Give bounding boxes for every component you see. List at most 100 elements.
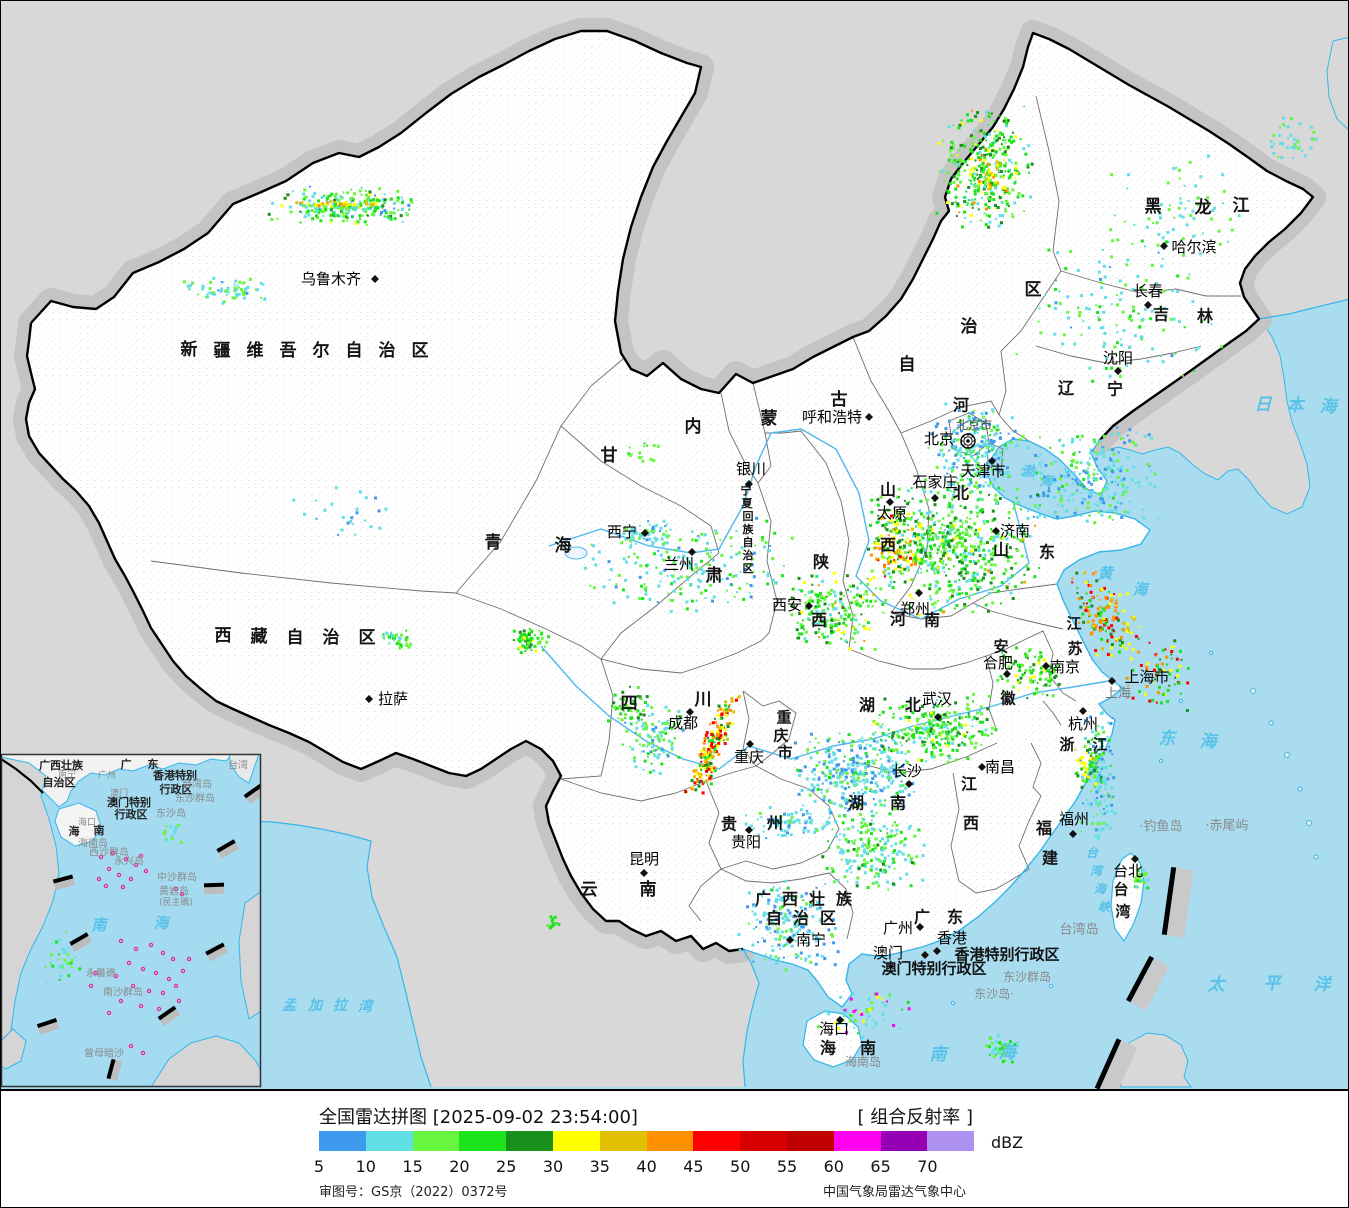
province-label-fujian: 福: [1035, 819, 1052, 838]
province-label-ningxia: 族: [743, 522, 755, 536]
island-label: ·赤尾屿: [1205, 819, 1248, 834]
province-label-hebei: 河: [953, 396, 969, 415]
reef-marker: [120, 884, 126, 890]
reef-marker: [143, 868, 149, 874]
legend-panel: 全国雷达拼图 [2025-09-02 23:54:00] [ 组合反射率 ] d…: [1, 1089, 1348, 1207]
reef-marker: [106, 1010, 112, 1016]
sea-label-taiwan-strait: 峡: [1098, 900, 1112, 914]
province-label-guangxi-line2: 治: [793, 909, 809, 928]
province-label-guangxi-line1: 广: [755, 890, 771, 909]
sea-label-taiwan-strait: 湾: [1090, 864, 1105, 878]
nine-dash-segment: [1094, 1038, 1138, 1089]
city-label: 昆明: [629, 850, 659, 868]
province-label-shaanxi: 陕: [813, 553, 829, 572]
province-label-hainan: 南: [860, 1039, 876, 1058]
city-marker: [836, 1016, 844, 1024]
inset-label: 南: [94, 823, 105, 837]
city-label: 杭州: [1068, 715, 1098, 733]
city-marker: [786, 936, 794, 944]
city-label: 贵阳: [731, 833, 761, 851]
reef-marker: [133, 862, 139, 868]
map-license-text: 审图号：GS京（2022）0372号: [319, 1185, 508, 1200]
inset-borneo: [150, 1035, 261, 1087]
city-marker: [1114, 367, 1122, 375]
inset-island-label: 广州: [98, 769, 116, 781]
city-label: 西安: [772, 596, 802, 614]
colorbar-block-65: [880, 1131, 928, 1151]
city-label: 银川: [736, 460, 766, 478]
nine-dash-segment: [1161, 866, 1194, 938]
province-label-chongqing: 重: [776, 708, 791, 726]
province-label-jilin: 林: [1197, 307, 1213, 326]
province-label-shandong: 东: [1039, 543, 1055, 562]
inset-island-label: 海南岛: [78, 837, 108, 850]
sea-label-bohai: 海: [1039, 474, 1054, 490]
province-label-zhejiang: 浙: [1059, 735, 1074, 753]
sea-label-bay-of-bengal: 湾: [358, 998, 375, 1015]
city-marker: [988, 457, 996, 465]
province-label-guizhou: 贵: [721, 815, 737, 834]
province-label-neimenggu: 区: [1025, 280, 1042, 300]
city-marker: [915, 589, 923, 597]
city-marker: [641, 529, 649, 537]
city-marker: [905, 780, 913, 788]
inset-island-label: 海口: [78, 816, 96, 828]
province-label-hebei: 北: [953, 484, 969, 503]
reef-marker: [118, 998, 124, 1004]
province-label-jiangxi: 西: [963, 814, 979, 833]
reef-marker: [88, 983, 94, 989]
capital-icon-beijing: [960, 433, 976, 449]
inset-dash-segment: [203, 882, 225, 895]
sea-label-bay-of-bengal: 孟: [282, 998, 297, 1014]
colorbar-block-10: [365, 1131, 413, 1151]
island-label: 东沙岛·: [974, 986, 1014, 1001]
foreign-coastlines: [248, 298, 1348, 1088]
colorbar-block-30: [553, 1131, 600, 1151]
province-label-guangxi-line1: 族: [836, 890, 853, 909]
colorbar-block-50: [740, 1131, 787, 1151]
reef-marker: [173, 983, 179, 989]
city-label: 重庆: [734, 748, 764, 766]
province-label-xinjiang: 治: [379, 340, 396, 361]
province-label-chongqing: 市: [777, 743, 792, 761]
city-label: 广州: [883, 919, 913, 937]
reef-marker: [128, 876, 134, 882]
city-label: 长春: [1133, 282, 1163, 300]
province-label-fujian: 建: [1042, 849, 1058, 868]
province-label-guangxi-line2: 区: [820, 909, 836, 928]
city-marker: [371, 275, 379, 283]
island-label: ·钓鱼岛: [1139, 819, 1182, 835]
reef-marker: [93, 970, 99, 976]
reef-marker: [128, 1043, 134, 1049]
reef-marker: [176, 998, 182, 1004]
province-label-xinjiang: 自: [346, 340, 363, 361]
city-marker: [921, 951, 929, 959]
province-label-jiangsu: 江: [1066, 614, 1081, 632]
sea-label-east-china-sea: 海: [1200, 732, 1220, 752]
province-label-jiangxi: 江: [961, 775, 977, 794]
city-label: 乌鲁木齐: [301, 270, 361, 288]
city-label: 兰州: [664, 555, 694, 573]
province-label-xizang: 区: [359, 628, 376, 648]
province-label-xinjiang: 疆: [214, 341, 231, 361]
sea-label-bay-of-bengal: 加: [307, 998, 324, 1014]
province-label-qinghai: 海: [555, 535, 572, 556]
city-marker: [1160, 242, 1168, 250]
inset-dash-segment: [106, 1058, 123, 1081]
province-label-shaanxi: 西: [811, 611, 827, 630]
reef-marker: [130, 983, 136, 989]
sea-label-pacific-ocean: 洋: [1314, 975, 1334, 995]
qinghai-lake: [564, 546, 588, 560]
city-label: 北京: [924, 430, 954, 448]
reef-marker: [106, 866, 112, 872]
inset-label: 广: [121, 757, 132, 771]
reef-marker: [173, 886, 179, 892]
city-label: 西宁: [607, 523, 637, 541]
province-label-hubei: 湖: [859, 696, 875, 715]
city-label: 海口: [819, 1020, 849, 1038]
colorbar-block-5: [319, 1131, 366, 1151]
province-label-hunan: 湖: [848, 794, 864, 813]
inset-island-label: 西沙群岛: [89, 846, 129, 859]
province-label-liaoning: 宁: [1107, 380, 1123, 399]
province-label-gansu: 甘: [601, 445, 618, 466]
